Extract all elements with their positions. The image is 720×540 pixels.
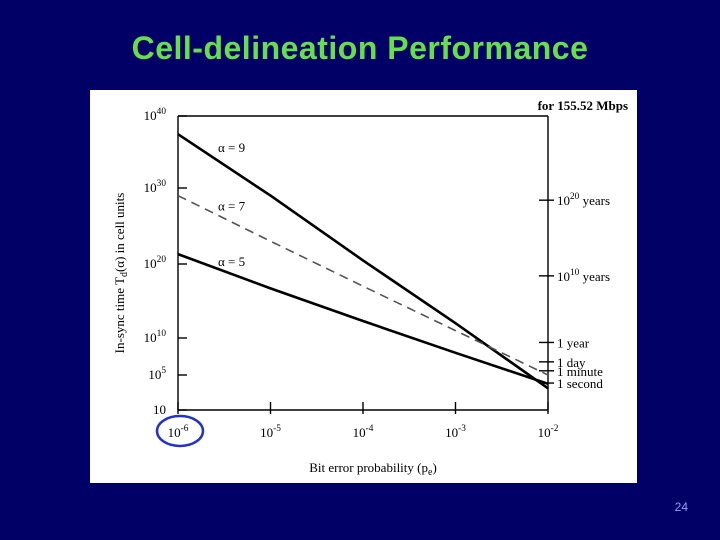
page-number: 24 [674, 500, 688, 514]
y-tick-label-right: 1 minute [557, 364, 603, 379]
y-tick-label-left: 1010 [144, 329, 167, 345]
y-tick-label-right: 1 year [557, 335, 590, 350]
y-tick-label-right: 1 day [557, 355, 586, 370]
highlight-circle [155, 414, 205, 448]
y-tick-label-left: 1040 [144, 107, 167, 123]
x-tick-label: 10-5 [260, 424, 281, 440]
x-axis-label: Bit error probability (pe) [309, 460, 437, 478]
x-tick-label: 10-4 [353, 424, 374, 440]
x-tick-label: 10-2 [538, 424, 559, 440]
y-axis-label: In-sync time Td(α) in cell units [112, 193, 130, 354]
right-axis-title: for 155.52 Mbps [538, 98, 628, 113]
y-tick-label-left: 1030 [144, 179, 167, 195]
series-label: α = 7 [218, 199, 246, 214]
y-tick-label-right: 1 second [557, 376, 603, 391]
slide-title: Cell-delineation Performance [131, 30, 589, 66]
series-line [177, 194, 549, 376]
series-line [177, 252, 549, 386]
y-tick-label-left: 105 [148, 366, 166, 382]
y-tick-label-left: 1020 [144, 255, 167, 271]
x-tick-label: 10-6 [168, 424, 189, 440]
y-tick-label-right: 1020 years [557, 192, 610, 208]
x-tick-label: 10-3 [445, 424, 466, 440]
chart-panel: 1040 1030 1020 1010 105 10 1020 years 1010 year… [90, 90, 637, 483]
y-tick-label-left: 10 [153, 402, 166, 417]
series-line [177, 133, 549, 390]
series-label: α = 9 [218, 140, 245, 155]
chart-svg: 1040 1030 1020 1010 105 10 1020 years 1010 year… [112, 98, 628, 478]
series-label: α = 5 [218, 254, 245, 269]
y-tick-label-right: 1010 years [557, 268, 610, 284]
